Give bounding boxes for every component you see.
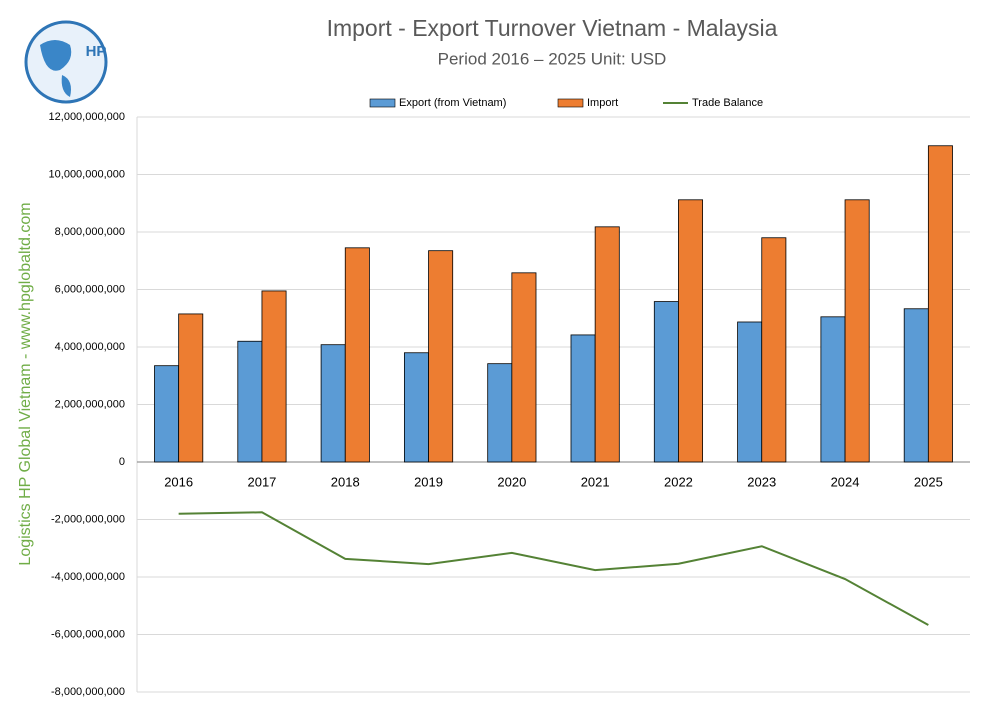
chart-title: Import - Export Turnover Vietnam - Malay… bbox=[327, 15, 778, 41]
x-tick-label: 2020 bbox=[497, 474, 526, 489]
y-tick-label: -6,000,000,000 bbox=[51, 628, 125, 640]
y-tick-label: 10,000,000,000 bbox=[49, 168, 125, 180]
y-tick-label: 2,000,000,000 bbox=[55, 398, 125, 410]
bar bbox=[344, 247, 370, 463]
watermark: Logistics HP Global Vietnam - www.hpglob… bbox=[17, 202, 34, 565]
legend-label: Trade Balance bbox=[692, 97, 763, 109]
bar bbox=[178, 313, 204, 463]
x-tick-label: 2019 bbox=[414, 474, 443, 489]
legend-label: Import bbox=[587, 97, 618, 109]
bar bbox=[511, 272, 537, 463]
bar bbox=[154, 365, 180, 463]
bar bbox=[761, 237, 787, 463]
bar bbox=[570, 334, 596, 463]
bar bbox=[403, 352, 429, 463]
logo-text: HP bbox=[86, 43, 107, 60]
bar bbox=[594, 226, 620, 463]
x-tick-label: 2023 bbox=[747, 474, 776, 489]
bar bbox=[903, 308, 929, 463]
y-tick-label: 4,000,000,000 bbox=[55, 341, 125, 353]
bar bbox=[653, 301, 679, 463]
legend-swatch bbox=[369, 98, 396, 108]
bar bbox=[737, 321, 763, 463]
legend-label: Export (from Vietnam) bbox=[399, 97, 506, 109]
x-tick-label: 2016 bbox=[164, 474, 193, 489]
y-tick-label: 0 bbox=[119, 456, 125, 468]
chart-subtitle: Period 2016 – 2025 Unit: USD bbox=[438, 49, 667, 68]
bar bbox=[820, 316, 846, 463]
legend-swatch bbox=[557, 98, 584, 108]
logo-land bbox=[61, 75, 71, 97]
bar bbox=[320, 344, 346, 463]
bar bbox=[261, 290, 287, 463]
logo: HP bbox=[24, 20, 108, 104]
y-tick-label: -2,000,000,000 bbox=[51, 513, 125, 525]
bar bbox=[844, 199, 870, 463]
bar bbox=[927, 145, 953, 463]
y-tick-label: -8,000,000,000 bbox=[51, 686, 125, 698]
trend-line bbox=[178, 511, 929, 626]
bar bbox=[237, 340, 263, 463]
bar bbox=[428, 250, 454, 463]
y-tick-label: 6,000,000,000 bbox=[55, 283, 125, 295]
y-tick-label: -4,000,000,000 bbox=[51, 571, 125, 583]
x-tick-label: 2025 bbox=[914, 474, 943, 489]
logo-land bbox=[40, 40, 72, 71]
y-tick-label: 8,000,000,000 bbox=[55, 226, 125, 238]
bar bbox=[487, 363, 513, 463]
x-tick-label: 2017 bbox=[247, 474, 276, 489]
bar bbox=[678, 199, 704, 463]
x-tick-label: 2021 bbox=[581, 474, 610, 489]
x-tick-label: 2018 bbox=[331, 474, 360, 489]
x-tick-label: 2022 bbox=[664, 474, 693, 489]
x-tick-label: 2024 bbox=[831, 474, 860, 489]
y-tick-label: 12,000,000,000 bbox=[49, 111, 125, 123]
